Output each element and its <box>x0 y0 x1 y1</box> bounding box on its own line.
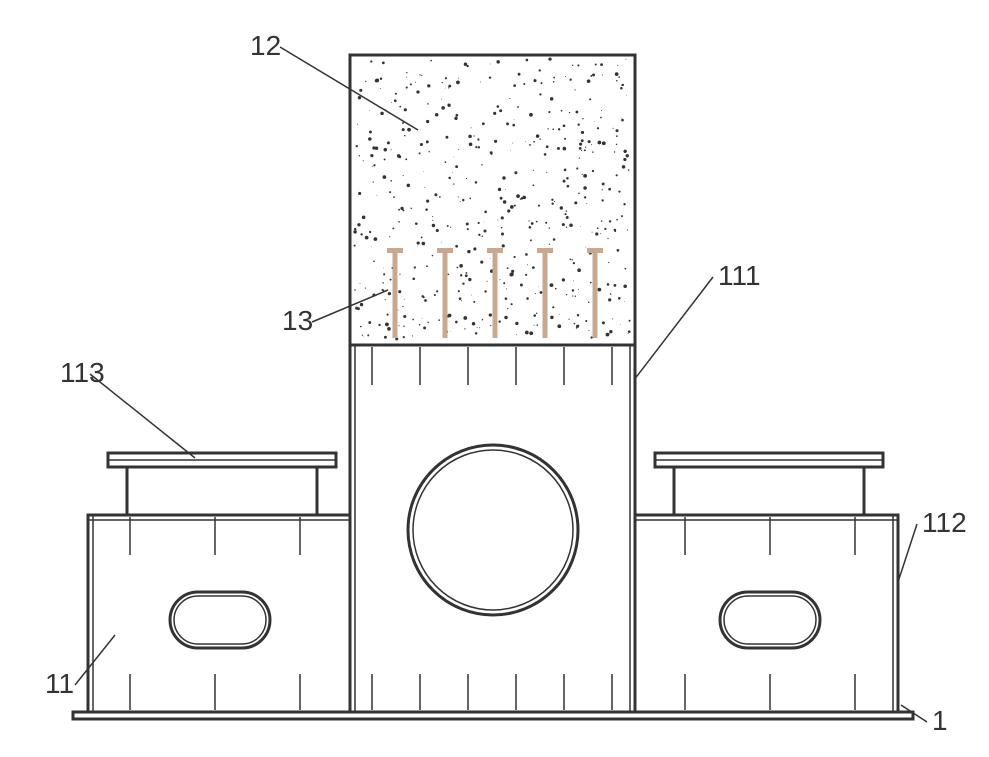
label-11: 11 <box>45 668 74 699</box>
label-111: 111 <box>718 260 761 291</box>
label-13: 13 <box>282 305 313 336</box>
label-12: 12 <box>250 30 281 61</box>
label-113: 113 <box>60 357 105 388</box>
label-112: 112 <box>922 507 967 538</box>
label-1: 1 <box>932 705 948 736</box>
